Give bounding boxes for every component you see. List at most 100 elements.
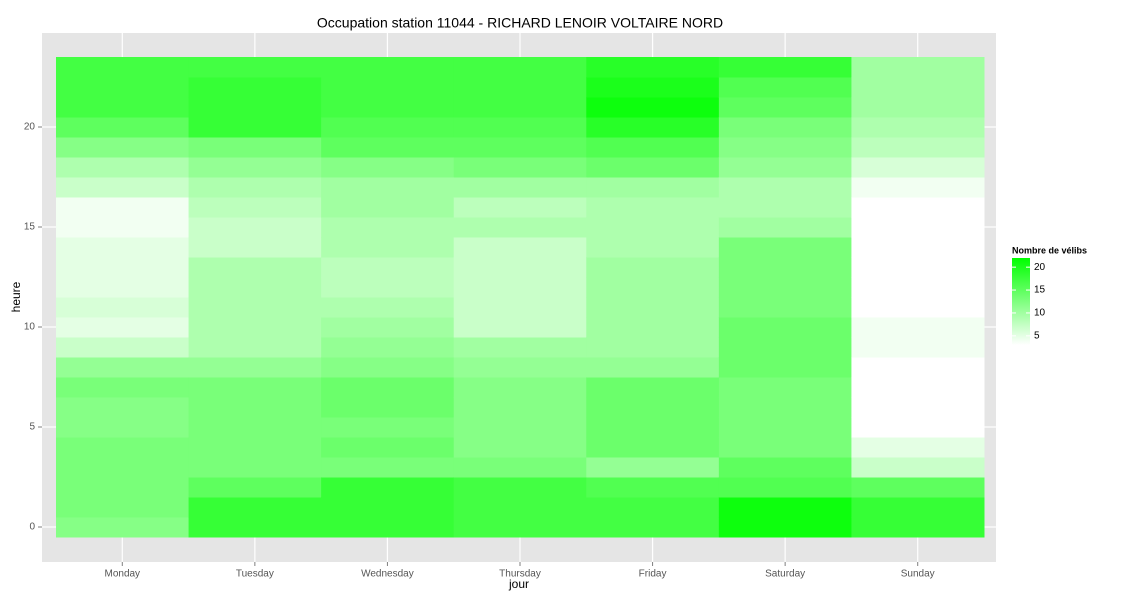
- heat-cell: [321, 157, 455, 178]
- heat-cell: [321, 417, 455, 438]
- heat-cell: [453, 497, 587, 518]
- heat-cell: [851, 77, 985, 98]
- heat-cell: [851, 57, 985, 78]
- heat-cell: [321, 457, 455, 478]
- heat-cell: [56, 137, 190, 158]
- heat-cell: [718, 497, 852, 518]
- heat-cell: [851, 477, 985, 498]
- heat-cell: [586, 397, 720, 418]
- heat-cell: [718, 77, 852, 98]
- heat-cell: [718, 97, 852, 118]
- heat-cell: [321, 137, 455, 158]
- x-tick-label: Tuesday: [236, 569, 274, 580]
- heat-cell: [718, 397, 852, 418]
- heat-cell: [453, 137, 587, 158]
- heat-cell: [586, 317, 720, 338]
- x-tick-label: Wednesday: [361, 569, 414, 580]
- heat-cell: [851, 397, 985, 418]
- heat-cell: [453, 157, 587, 178]
- heat-cell: [453, 417, 587, 438]
- heat-cell: [453, 317, 587, 338]
- heat-cell: [718, 357, 852, 378]
- heat-cell: [586, 57, 720, 78]
- heat-cell: [56, 217, 190, 238]
- heat-cell: [453, 177, 587, 198]
- heat-cell: [56, 257, 190, 278]
- heat-cell: [586, 517, 720, 538]
- heat-cell: [586, 357, 720, 378]
- heat-cell: [321, 517, 455, 538]
- heat-cell: [453, 337, 587, 358]
- heat-cell: [851, 117, 985, 138]
- heat-cell: [56, 237, 190, 258]
- legend-tick-label: 20: [1034, 262, 1046, 273]
- heat-cell: [851, 217, 985, 238]
- heat-cell: [56, 437, 190, 458]
- heat-cell: [586, 137, 720, 158]
- heat-cell: [718, 257, 852, 278]
- heat-cell: [321, 317, 455, 338]
- x-tick-label: Saturday: [765, 569, 805, 580]
- x-tick-label: Monday: [104, 569, 140, 580]
- heat-cell: [851, 237, 985, 258]
- heat-cell: [321, 177, 455, 198]
- heat-cell: [188, 337, 322, 358]
- heat-cell: [188, 157, 322, 178]
- heat-cell: [453, 77, 587, 98]
- heat-cell: [851, 197, 985, 218]
- heat-cell: [56, 417, 190, 438]
- y-tick-label: 5: [29, 422, 35, 433]
- heat-cell: [188, 517, 322, 538]
- heat-cell: [718, 297, 852, 318]
- heat-cell: [718, 437, 852, 458]
- legend-tick-label: 15: [1034, 285, 1046, 296]
- heat-cell: [188, 437, 322, 458]
- heat-cell: [851, 497, 985, 518]
- heat-cell: [718, 237, 852, 258]
- y-tick-label: 10: [24, 322, 36, 333]
- heat-cell: [321, 397, 455, 418]
- x-axis-label: jour: [508, 577, 529, 591]
- heat-cell: [321, 477, 455, 498]
- heat-cell: [453, 217, 587, 238]
- heat-cell: [586, 337, 720, 358]
- heat-cell: [851, 317, 985, 338]
- heat-cell: [586, 177, 720, 198]
- heat-cell: [188, 297, 322, 318]
- heat-cell: [453, 237, 587, 258]
- heat-cell: [188, 97, 322, 118]
- heat-cell: [586, 477, 720, 498]
- heat-cell: [718, 457, 852, 478]
- heat-cell: [188, 77, 322, 98]
- heat-cell: [56, 77, 190, 98]
- heat-cell: [851, 257, 985, 278]
- heat-cell: [851, 417, 985, 438]
- x-tick-label: Sunday: [901, 569, 935, 580]
- chart-title: Occupation station 11044 - RICHARD LENOI…: [317, 15, 723, 31]
- heat-cell: [718, 177, 852, 198]
- heat-cell: [586, 497, 720, 518]
- heat-cell: [586, 97, 720, 118]
- heat-cell: [188, 357, 322, 378]
- y-tick-label: 0: [29, 522, 35, 533]
- heat-cell: [586, 197, 720, 218]
- heat-cell: [586, 297, 720, 318]
- heat-cell: [851, 357, 985, 378]
- heat-cell: [718, 157, 852, 178]
- y-tick-label: 20: [24, 122, 36, 133]
- heat-cell: [321, 337, 455, 358]
- heat-cell: [453, 297, 587, 318]
- heat-cell: [188, 217, 322, 238]
- heat-cell: [851, 377, 985, 398]
- heat-cell: [56, 457, 190, 478]
- heat-cell: [453, 197, 587, 218]
- heat-cell: [188, 257, 322, 278]
- heat-cell: [321, 57, 455, 78]
- heat-cell: [453, 277, 587, 298]
- heat-cell: [851, 177, 985, 198]
- heat-cell: [453, 97, 587, 118]
- heat-cell: [188, 377, 322, 398]
- heat-cell: [56, 477, 190, 498]
- heat-cell: [56, 357, 190, 378]
